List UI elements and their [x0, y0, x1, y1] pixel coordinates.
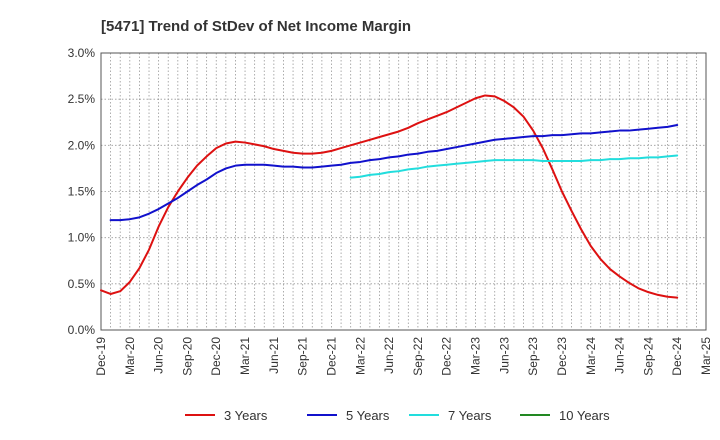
x-tick-label: Mar-25 — [699, 337, 713, 375]
x-tick-label: Mar-21 — [238, 337, 252, 375]
y-tick-label: 1.0% — [68, 231, 96, 245]
x-tick-label: Sep-24 — [641, 337, 655, 376]
x-tick-label: Mar-24 — [584, 337, 598, 375]
series-line-5-years — [109, 124, 679, 222]
x-tick-label: Dec-21 — [324, 337, 338, 376]
x-tick-label: Jun-24 — [613, 337, 627, 374]
y-tick-label: 1.5% — [68, 185, 96, 199]
legend-label: 10 Years — [559, 408, 610, 423]
x-tick-label: Mar-20 — [123, 337, 137, 375]
x-tick-label: Jun-22 — [382, 337, 396, 374]
x-tick-label: Dec-23 — [555, 337, 569, 376]
axes: 0.0% 0.5% 1.0% 1.5% 2.0% 2.5% 3.0% Dec-19 Mar-20… — [68, 46, 713, 376]
x-tick-label: Mar-23 — [469, 337, 483, 375]
x-tick-label: Dec-20 — [209, 337, 223, 376]
x-tick-label: Dec-19 — [94, 337, 108, 376]
legend-label: 5 Years — [346, 408, 390, 423]
y-tick-label: 0.0% — [68, 323, 96, 337]
x-tick-label: Sep-21 — [296, 337, 310, 376]
x-tick-label: Sep-20 — [180, 337, 194, 376]
y-tick-label: 2.0% — [68, 138, 96, 152]
x-tick-label: Jun-20 — [152, 337, 166, 374]
series-line-3-years — [100, 94, 679, 299]
x-tick-label: Mar-22 — [353, 337, 367, 375]
y-tick-label: 2.5% — [68, 92, 96, 106]
series-lines — [100, 94, 679, 299]
x-tick-label: Dec-22 — [440, 337, 454, 376]
x-tick-label: Jun-23 — [497, 337, 511, 374]
legend-label: 3 Years — [224, 408, 268, 423]
legend: 3 Years 5 Years 7 Years 10 Years — [185, 408, 610, 423]
chart-title: [5471] Trend of StDev of Net Income Marg… — [101, 18, 411, 35]
x-tick-label: Dec-24 — [670, 337, 684, 376]
y-tick-label: 3.0% — [68, 46, 96, 60]
y-tick-label: 0.5% — [68, 277, 96, 291]
plot-border — [100, 52, 707, 331]
x-tick-label: Jun-21 — [267, 337, 281, 374]
legend-label: 7 Years — [448, 408, 492, 423]
x-tick-label: Sep-22 — [411, 337, 425, 376]
x-tick-label: Sep-23 — [526, 337, 540, 376]
series-line-7-years — [349, 154, 679, 179]
